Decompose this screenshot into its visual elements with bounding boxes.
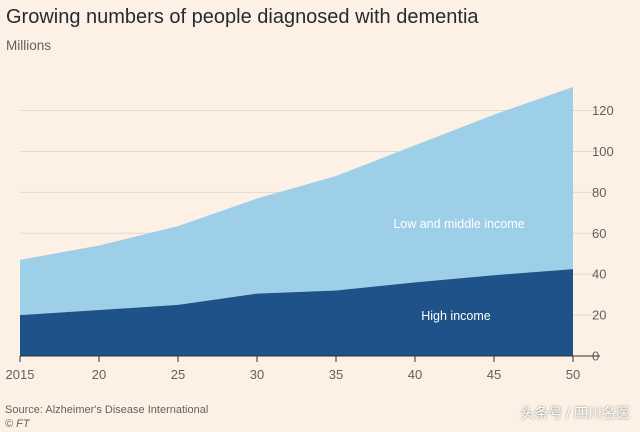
- stacked-areas: [20, 87, 573, 356]
- source-note: Source: Alzheimer's Disease Internationa…: [5, 404, 209, 416]
- y-tick-label: 100: [592, 144, 614, 159]
- watermark: 头条号 / 四川名医: [520, 405, 630, 421]
- y-tick-label: 20: [592, 308, 606, 323]
- x-tick-label: 30: [250, 367, 264, 382]
- x-tick-label: 2015: [6, 367, 35, 382]
- area-low-middle-income: [20, 87, 573, 316]
- series-labels: Low and middle income High income: [393, 217, 524, 323]
- y-tick-label: 40: [592, 267, 606, 282]
- series-label-high-income: High income: [421, 309, 491, 323]
- x-tick-label: 35: [329, 367, 343, 382]
- x-tick-label: 20: [92, 367, 106, 382]
- series-label-low-middle-income: Low and middle income: [393, 217, 524, 231]
- x-tick-label: 25: [171, 367, 185, 382]
- chart-title: Growing numbers of people diagnosed with…: [6, 6, 479, 28]
- area-high-income: [20, 269, 573, 356]
- x-tick-label: 40: [408, 367, 422, 382]
- x-tick-label: 50: [566, 367, 580, 382]
- y-tick-label: 60: [592, 226, 606, 241]
- y-tick-label: 120: [592, 103, 614, 118]
- y-tick-label: 80: [592, 185, 606, 200]
- x-tick-label: 45: [487, 367, 501, 382]
- y-unit-label: Millions: [6, 38, 52, 53]
- credit-note: © FT: [5, 418, 30, 430]
- x-axis-ticks: 2015 20 25 30 35 40 45 50: [6, 355, 600, 382]
